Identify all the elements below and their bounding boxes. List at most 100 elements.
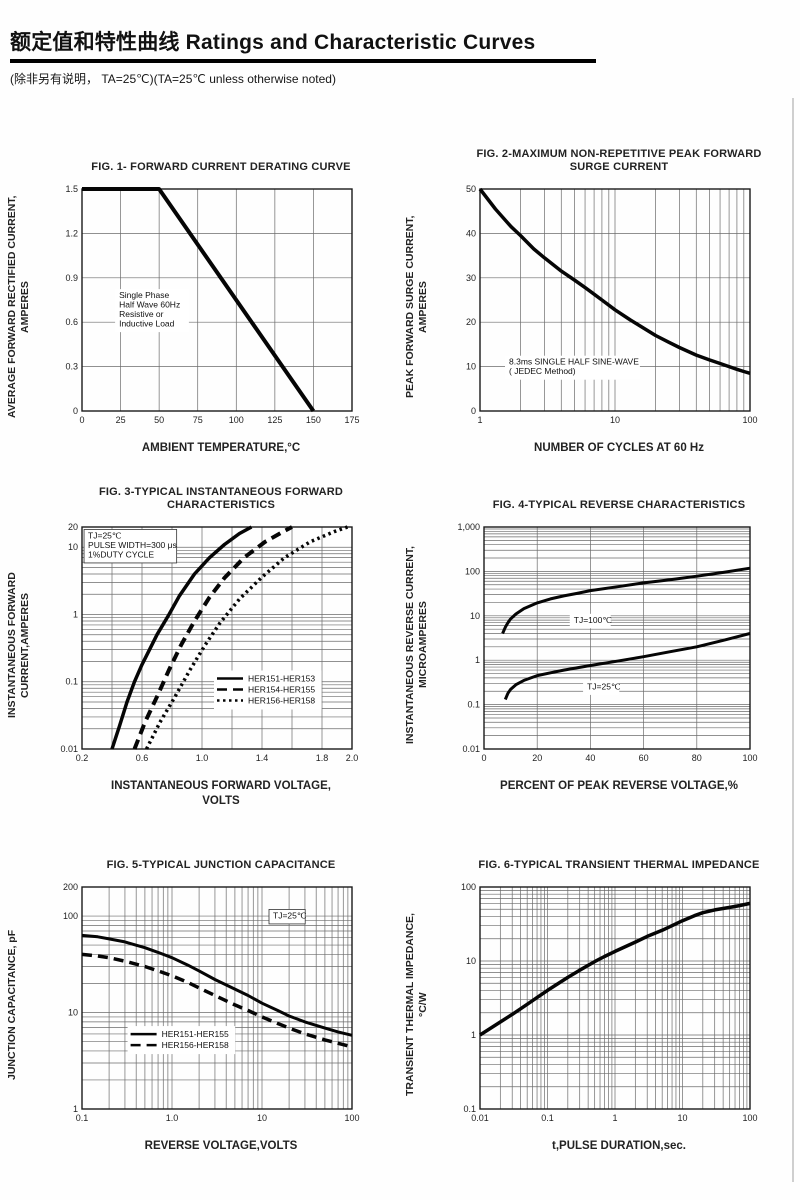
page-edge-line [792, 98, 794, 1182]
svg-text:HER154-HER155: HER154-HER155 [248, 685, 315, 695]
svg-text:1.5: 1.5 [65, 184, 78, 194]
svg-text:125: 125 [267, 415, 282, 425]
svg-text:Single Phase: Single Phase [119, 290, 169, 300]
svg-text:50: 50 [466, 184, 476, 194]
svg-text:1: 1 [73, 609, 78, 619]
svg-text:TJ=25℃: TJ=25℃ [88, 530, 122, 540]
figure-3-x-axis-label: INSTANTANEOUS FORWARD VOLTAGE, VOLTS [111, 780, 331, 807]
svg-text:0.9: 0.9 [65, 273, 78, 283]
svg-text:1,000: 1,000 [457, 522, 480, 532]
svg-text:200: 200 [63, 882, 78, 892]
figure-4: FIG. 4-TYPICAL REVERSE CHARACTERISTICS I… [404, 483, 798, 794]
figure-5-x-axis-label: REVERSE VOLTAGE,VOLTS [144, 1140, 298, 1152]
figure-1-plot: 0 25 50 75 100 125 150 175 0 0.3 0.6 0.9 1.2 1.5 Singl… [65, 184, 359, 425]
svg-text:50: 50 [154, 415, 164, 425]
page-header: 额定值和特性曲线 Ratings and Characteristic Curv… [10, 26, 794, 87]
svg-text:10: 10 [68, 542, 78, 552]
svg-text:100: 100 [742, 415, 757, 425]
svg-text:60: 60 [639, 753, 649, 763]
svg-text:10: 10 [677, 1113, 687, 1123]
figure-2-y-axis-label: PEAK FORWARD SURGE CURRENT, AMPERES [404, 215, 430, 399]
figure-3: FIG. 3-TYPICAL INSTANTANEOUS FORWARD CHAR… [6, 483, 400, 809]
svg-text:Half Wave 60Hz: Half Wave 60Hz [119, 300, 180, 310]
svg-text:1.2: 1.2 [65, 228, 78, 238]
svg-text:HER151-HER153: HER151-HER153 [248, 674, 315, 684]
svg-text:100: 100 [465, 566, 480, 576]
svg-text:0: 0 [79, 415, 84, 425]
figure-5: FIG. 5-TYPICAL JUNCTION CAPACITANCE JUNC… [6, 843, 400, 1154]
page-title-en: Ratings and Characteristic Curves [179, 31, 536, 54]
svg-text:10: 10 [257, 1113, 267, 1123]
figure-1-y-axis-label: AVERAGE FORWARD RECTIFIED CURRENT, AMPERE… [6, 195, 32, 419]
figure-6-title: FIG. 6-TYPICAL TRANSIENT THERMAL IMPEDAN… [478, 859, 760, 872]
svg-text:0.1: 0.1 [463, 1104, 476, 1114]
svg-text:TJ=25℃: TJ=25℃ [273, 910, 307, 920]
svg-text:0.01: 0.01 [462, 744, 480, 754]
svg-text:0.1: 0.1 [65, 677, 78, 687]
svg-text:HER151-HER155: HER151-HER155 [162, 1029, 229, 1039]
figure-2-title: FIG. 2-MAXIMUM NON-REPETITIVE PEAK FORWA… [476, 147, 762, 174]
svg-text:1: 1 [477, 415, 482, 425]
figure-5-y-axis-label: JUNCTION CAPACITANCE, pF [6, 929, 18, 1081]
svg-text:100: 100 [461, 882, 476, 892]
svg-text:0.1: 0.1 [467, 700, 480, 710]
svg-text:0.01: 0.01 [60, 744, 78, 754]
figure-2-x-axis-label: NUMBER OF CYCLES AT 60 Hz [534, 442, 704, 454]
page-subtitle: (除非另有说明， TA=25℃)(TA=25℃ unless otherwise… [10, 72, 336, 86]
svg-text:0.1: 0.1 [541, 1113, 554, 1123]
svg-text:40: 40 [585, 753, 595, 763]
svg-text:10: 10 [610, 415, 620, 425]
svg-text:1%DUTY CYCLE: 1%DUTY CYCLE [88, 549, 154, 559]
svg-text:HER156-HER158: HER156-HER158 [248, 696, 315, 706]
svg-text:100: 100 [742, 753, 757, 763]
figure-1-x-axis-label: AMBIENT TEMPERATURE,°C [141, 442, 301, 454]
svg-text:1: 1 [612, 1113, 617, 1123]
svg-text:25: 25 [116, 415, 126, 425]
svg-text:100: 100 [63, 911, 78, 921]
figure-4-y-axis-label: INSTANTANEOUS REVERSE CURRENT, MICROAMPER… [404, 546, 430, 744]
svg-text:1: 1 [475, 655, 480, 665]
svg-text:0.6: 0.6 [65, 317, 78, 327]
svg-text:10: 10 [466, 956, 476, 966]
figure-6-y-axis-label: TRANSIENT THERMAL IMPEDANCE, °C/W [404, 913, 430, 1097]
svg-text:1.8: 1.8 [316, 753, 329, 763]
page-title: 额定值和特性曲线 Ratings and Characteristic Curv… [10, 26, 596, 63]
figure-1: FIG. 1- FORWARD CURRENT DERATING CURVE A… [6, 145, 400, 456]
svg-text:8.3ms SINGLE HALF SINE-WAVE: 8.3ms SINGLE HALF SINE-WAVE [509, 357, 639, 367]
svg-text:100: 100 [344, 1113, 359, 1123]
svg-text:TJ=25℃: TJ=25℃ [587, 681, 621, 691]
svg-text:PULSE WIDTH=300 μs: PULSE WIDTH=300 μs [88, 540, 177, 550]
svg-text:0: 0 [73, 406, 78, 416]
figure-5-title: FIG. 5-TYPICAL JUNCTION CAPACITANCE [106, 859, 336, 872]
svg-text:10: 10 [470, 611, 480, 621]
svg-text:0: 0 [481, 753, 486, 763]
svg-text:100: 100 [742, 1113, 757, 1123]
figure-3-plot: 0.2 0.6 1.0 1.4 1.8 2.0 0.01 0.1 1 10 20 TJ=25℃PULS… [60, 522, 359, 763]
svg-text:0.01: 0.01 [471, 1113, 489, 1123]
figure-4-x-axis-label: PERCENT OF PEAK REVERSE VOLTAGE,% [500, 780, 738, 792]
svg-text:10: 10 [466, 362, 476, 372]
figure-4-plot: 0 20 40 60 80 100 0.01 0.1 1 10 100 1,000 TJ=100℃ TJ=… [457, 522, 757, 763]
svg-text:Resistive or: Resistive or [119, 309, 164, 319]
svg-text:20: 20 [466, 317, 476, 327]
svg-text:20: 20 [532, 753, 542, 763]
svg-text:20: 20 [68, 522, 78, 532]
figure-6: FIG. 6-TYPICAL TRANSIENT THERMAL IMPEDAN… [404, 843, 798, 1154]
svg-text:1: 1 [471, 1030, 476, 1040]
figure-2-plot: 1 10 100 0 10 20 30 40 50 8.3ms SINGLE HALF SINE-… [466, 184, 758, 425]
svg-text:( JEDEC Method): ( JEDEC Method) [509, 366, 576, 376]
svg-text:HER156-HER158: HER156-HER158 [162, 1040, 229, 1050]
figure-6-x-axis-label: t,PULSE DURATION,sec. [552, 1140, 686, 1152]
svg-text:2.0: 2.0 [346, 753, 359, 763]
svg-text:Inductive Load: Inductive Load [119, 319, 175, 329]
svg-text:1.0: 1.0 [196, 753, 209, 763]
svg-text:0: 0 [471, 406, 476, 416]
svg-text:0.1: 0.1 [76, 1113, 89, 1123]
svg-text:0.2: 0.2 [76, 753, 89, 763]
svg-text:30: 30 [466, 273, 476, 283]
figure-3-y-axis-label: INSTANTANEOUS FORWARD CURRENT,AMPERES [6, 572, 32, 718]
svg-text:40: 40 [466, 228, 476, 238]
svg-text:150: 150 [306, 415, 321, 425]
figure-3-title: FIG. 3-TYPICAL INSTANTANEOUS FORWARD CHAR… [98, 485, 344, 512]
